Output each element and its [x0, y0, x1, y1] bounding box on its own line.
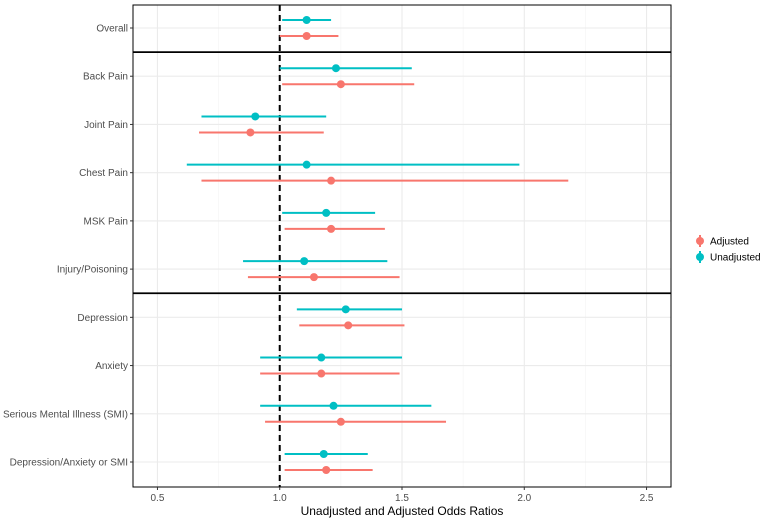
- y-axis: Overall Back Pain Joint Pain Chest Pain MSK …: [3, 24, 133, 469]
- unadjusted-point: [331, 64, 340, 73]
- x-axis-title: Unadjusted and Adjusted Odds Ratios: [301, 504, 504, 518]
- x-tick-label: 2.5: [640, 493, 654, 504]
- x-tick-label: 0.5: [151, 493, 165, 504]
- x-axis: 0.5 1.0 1.5 2.0 2.5: [151, 487, 654, 504]
- y-tick-label: Joint Pain: [84, 120, 128, 131]
- adjusted-point: [336, 417, 345, 426]
- legend: Adjusted Unadjusted: [696, 235, 761, 264]
- legend-label-adjusted: Adjusted: [710, 237, 749, 248]
- y-tick-label: Serious Mental Illness (SMI): [3, 409, 128, 420]
- adjusted-point: [246, 128, 255, 137]
- adjusted-point: [302, 32, 311, 40]
- y-tick-label: Anxiety: [95, 361, 128, 372]
- unadjusted-point: [319, 450, 328, 458]
- adjusted-point: [309, 273, 318, 282]
- adjusted-point: [327, 224, 336, 233]
- y-tick-label: Injury/Poisoning: [57, 265, 128, 276]
- y-tick-label: Depression: [77, 313, 128, 324]
- adjusted-point: [322, 466, 331, 474]
- unadjusted-point: [341, 305, 350, 314]
- unadjusted-point: [329, 401, 338, 410]
- adjusted-point: [336, 80, 345, 89]
- adjusted-point: [344, 321, 353, 330]
- legend-key-adjusted-point: [696, 237, 704, 245]
- legend-key-unadjusted-point: [696, 253, 704, 261]
- legend-label-unadjusted: Unadjusted: [710, 253, 761, 264]
- y-tick-label: Chest Pain: [79, 168, 128, 179]
- confidence-intervals: [186, 16, 569, 474]
- unadjusted-point: [302, 160, 311, 169]
- unadjusted-point: [300, 257, 309, 266]
- unadjusted-point: [317, 353, 326, 362]
- x-tick-label: 1.0: [273, 493, 287, 504]
- y-tick-label: MSK Pain: [84, 216, 128, 227]
- unadjusted-point: [302, 16, 311, 24]
- x-tick-label: 1.5: [395, 493, 409, 504]
- unadjusted-point: [251, 112, 260, 121]
- adjusted-point: [327, 176, 336, 185]
- y-tick-label: Depression/Anxiety or SMI: [10, 458, 128, 469]
- adjusted-point: [317, 369, 326, 378]
- x-tick-label: 2.0: [517, 493, 531, 504]
- group-separators: [133, 51, 671, 295]
- unadjusted-point: [322, 208, 331, 217]
- y-tick-label: Back Pain: [83, 72, 128, 83]
- y-tick-label: Overall: [96, 24, 128, 35]
